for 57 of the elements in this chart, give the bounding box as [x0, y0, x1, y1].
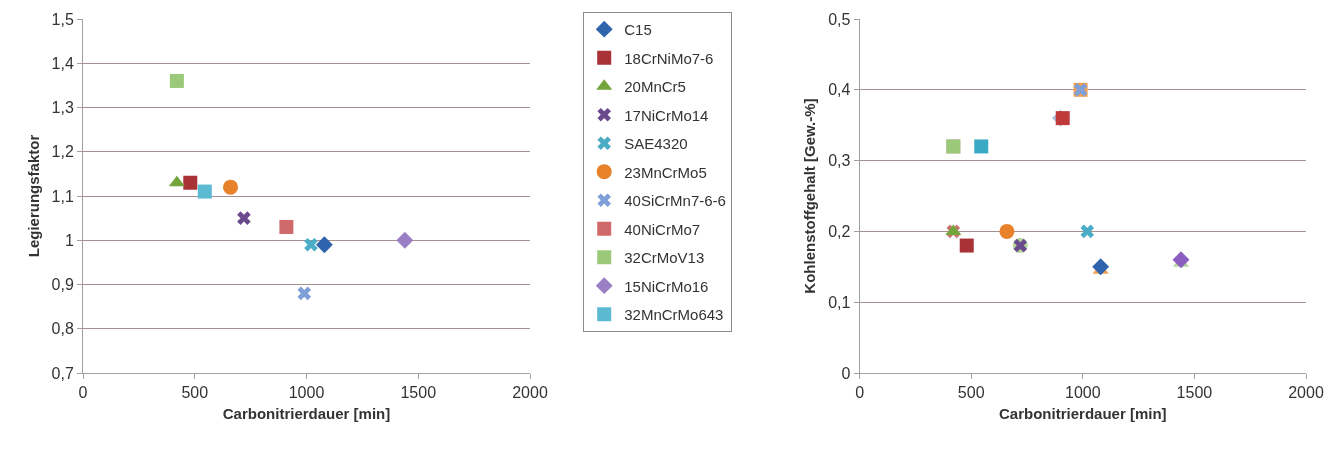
point: [237, 211, 251, 225]
x-tick-label: 0: [855, 384, 865, 402]
point: [959, 238, 974, 253]
y-tick-label: 1,2: [51, 143, 74, 161]
point: [1080, 224, 1095, 239]
y-tick-label: 0,7: [51, 364, 74, 382]
legend-label: 32MnCrMo643: [624, 306, 724, 324]
x-tick-label: 2000: [1288, 384, 1324, 402]
point: [168, 175, 185, 187]
y-tick-label: 0,3: [828, 152, 851, 170]
legend-label: 40SiCrMn7-6-6: [624, 192, 726, 210]
y-tick-label: 0,2: [828, 223, 851, 240]
x-axis-title: Carbonitrierdauer [min]: [999, 405, 1167, 423]
point: [279, 219, 294, 234]
y-tick-label: 0,5: [828, 10, 851, 28]
x-tick-label: 1000: [1065, 384, 1101, 402]
x-tick-label: 1500: [1176, 384, 1213, 402]
legend-label: C15: [624, 21, 652, 39]
x-tick-label: 500: [181, 384, 209, 402]
y-tick-label: 0,4: [828, 81, 851, 99]
y-tick-label: 1: [64, 231, 74, 249]
y-tick-label: 0,8: [51, 320, 74, 338]
legend-label: 17NiCrMo14: [624, 106, 709, 124]
x-axis-title: Carbonitrierdauer [min]: [222, 405, 391, 423]
point: [1172, 251, 1190, 269]
legend-label: 18CrNiMo7-6: [624, 49, 714, 67]
point: [304, 237, 318, 252]
legend-label: 23MnCrMo5: [624, 163, 707, 181]
y-axis-title: Kohlenstoffgehalt [Gew.-%]: [801, 98, 819, 294]
y-tick-label: 0: [841, 364, 851, 382]
y-axis-title: Legierungsfaktor: [24, 134, 42, 258]
x-tick-label: 2000: [512, 384, 548, 402]
x-tick-label: 1500: [400, 384, 437, 402]
point: [169, 73, 184, 88]
y-tick-label: 1,5: [51, 10, 74, 28]
y-tick-label: 1,3: [51, 99, 74, 117]
point: [297, 286, 312, 301]
point: [315, 236, 333, 254]
x-tick-label: 1000: [288, 384, 325, 402]
point: [223, 179, 239, 195]
legend-label: SAE4320: [624, 135, 688, 153]
point: [1092, 258, 1110, 276]
point: [974, 139, 989, 154]
point: [197, 184, 212, 199]
legend-label: 20MnCr5: [624, 78, 686, 96]
y-tick-label: 1,4: [51, 54, 74, 72]
x-tick-label: 500: [957, 384, 985, 402]
point: [183, 175, 198, 190]
point: [396, 231, 414, 249]
y-tick-label: 0,9: [51, 276, 74, 294]
y-tick-label: 0,1: [828, 293, 851, 311]
legend-label: 15NiCrMo16: [624, 277, 709, 295]
x-tick-label: 0: [78, 384, 88, 402]
legend-label: 40NiCrMo7: [624, 220, 701, 238]
point: [999, 223, 1015, 239]
y-tick-label: 1,1: [51, 187, 74, 205]
legend-label: 32CrMoV13: [624, 249, 705, 267]
